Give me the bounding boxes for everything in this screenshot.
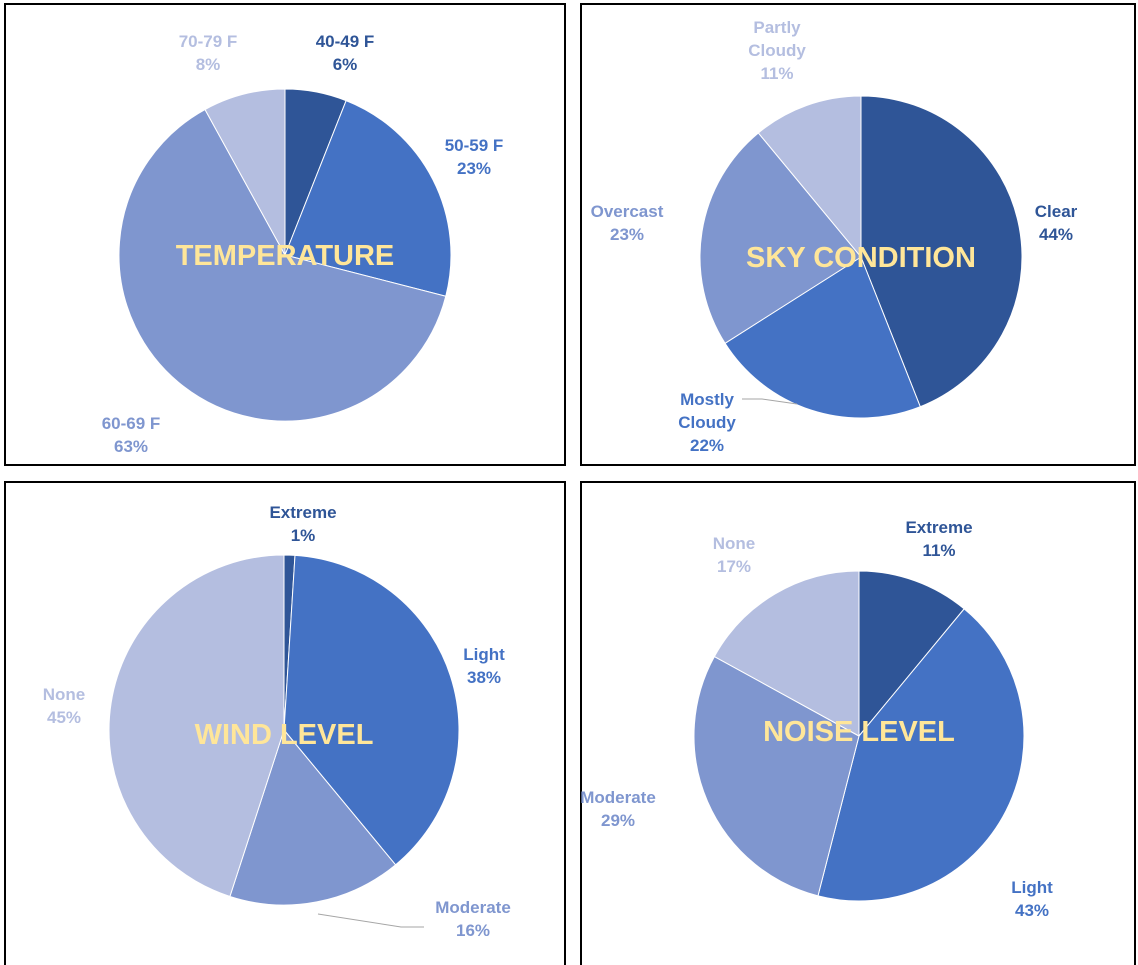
sky-condition-slice-clear (860, 95, 1023, 408)
wind-level-leader-line-moderate (317, 913, 424, 928)
sky-condition-chart-panel: Clear 44% Mostly Cloudy 22% Overcast 23% Partly… (580, 3, 1136, 466)
noise-level-pie-chart: Extreme 11% Light 43% Moderate 29% None 17% NOIS… (580, 518, 1053, 920)
noise-level-chart-title: NOISE LEVEL (763, 716, 955, 748)
noise-level-slice-moderate (693, 655, 860, 897)
sky-condition-chart-title: SKY CONDITION (746, 242, 976, 274)
noise-level-slice-light (817, 608, 1025, 902)
wind-level-chart-title: WIND LEVEL (195, 719, 374, 751)
sky-condition-data-label-mostly-cloudy: Mostly Cloudy 22% (678, 390, 736, 455)
wind-level-slice-light (283, 554, 460, 866)
sky-condition-data-label-clear: Clear 44% (1035, 202, 1078, 244)
noise-level-slice-none (713, 570, 860, 737)
sky-condition-slice-mostly-cloudy (724, 256, 921, 419)
temperature-data-label-70-79-f: 70-79 F 8% (179, 32, 238, 74)
noise-level-chart-panel: Extreme 11% Light 43% Moderate 29% None 17% NOIS… (580, 481, 1136, 965)
temperature-chart-title: TEMPERATURE (176, 240, 395, 272)
wind-level-pie-chart: Extreme 1% Light 38% Moderate 16% None 45% WIND … (43, 503, 511, 940)
wind-level-chart-panel: Extreme 1% Light 38% Moderate 16% None 45% WIND … (4, 481, 566, 965)
temperature-slice-60-69-f (118, 108, 447, 422)
temperature-slice-50-59-f (284, 100, 452, 297)
wind-level-data-label-light: Light 38% (463, 645, 505, 687)
sky-condition-data-label-overcast: Overcast 23% (591, 202, 664, 244)
sky-condition-pie-chart: Clear 44% Mostly Cloudy 22% Overcast 23% Partly… (591, 18, 1078, 455)
wind-level-data-label-moderate: Moderate 16% (435, 898, 511, 940)
wind-level-slice-none (108, 554, 285, 898)
wind-level-data-label-extreme: Extreme 1% (269, 503, 336, 545)
noise-level-data-label-light: Light 43% (1011, 878, 1053, 920)
temperature-data-label-50-59-f: 50-59 F 23% (445, 136, 504, 178)
sky-condition-slice-overcast (699, 132, 862, 344)
temperature-pie-chart: 40-49 F 6% 50-59 F 23% 60-69 F 63% 70-79 F 8% TE… (102, 32, 504, 456)
temperature-chart-panel: 40-49 F 6% 50-59 F 23% 60-69 F 63% 70-79 F 8% TE… (4, 3, 566, 466)
sky-condition-slice-partly-cloudy (757, 95, 862, 259)
wind-level-slice-moderate (229, 728, 397, 906)
temperature-data-label-40-49-f: 40-49 F 6% (316, 32, 375, 74)
sky-condition-leader-line-mostly-cloudy (742, 398, 798, 405)
noise-level-data-label-moderate: Moderate 29% (580, 788, 656, 830)
noise-level-slice-extreme (858, 570, 965, 738)
noise-level-data-label-none: None 17% (713, 534, 756, 576)
sky-condition-data-label-partly-cloudy: Partly Cloudy 11% (748, 18, 806, 83)
wind-level-data-label-none: None 45% (43, 685, 86, 727)
temperature-slice-70-79-f (204, 88, 286, 256)
noise-level-data-label-extreme: Extreme 11% (905, 518, 972, 560)
temperature-data-label-60-69-f: 60-69 F 63% (102, 414, 161, 456)
